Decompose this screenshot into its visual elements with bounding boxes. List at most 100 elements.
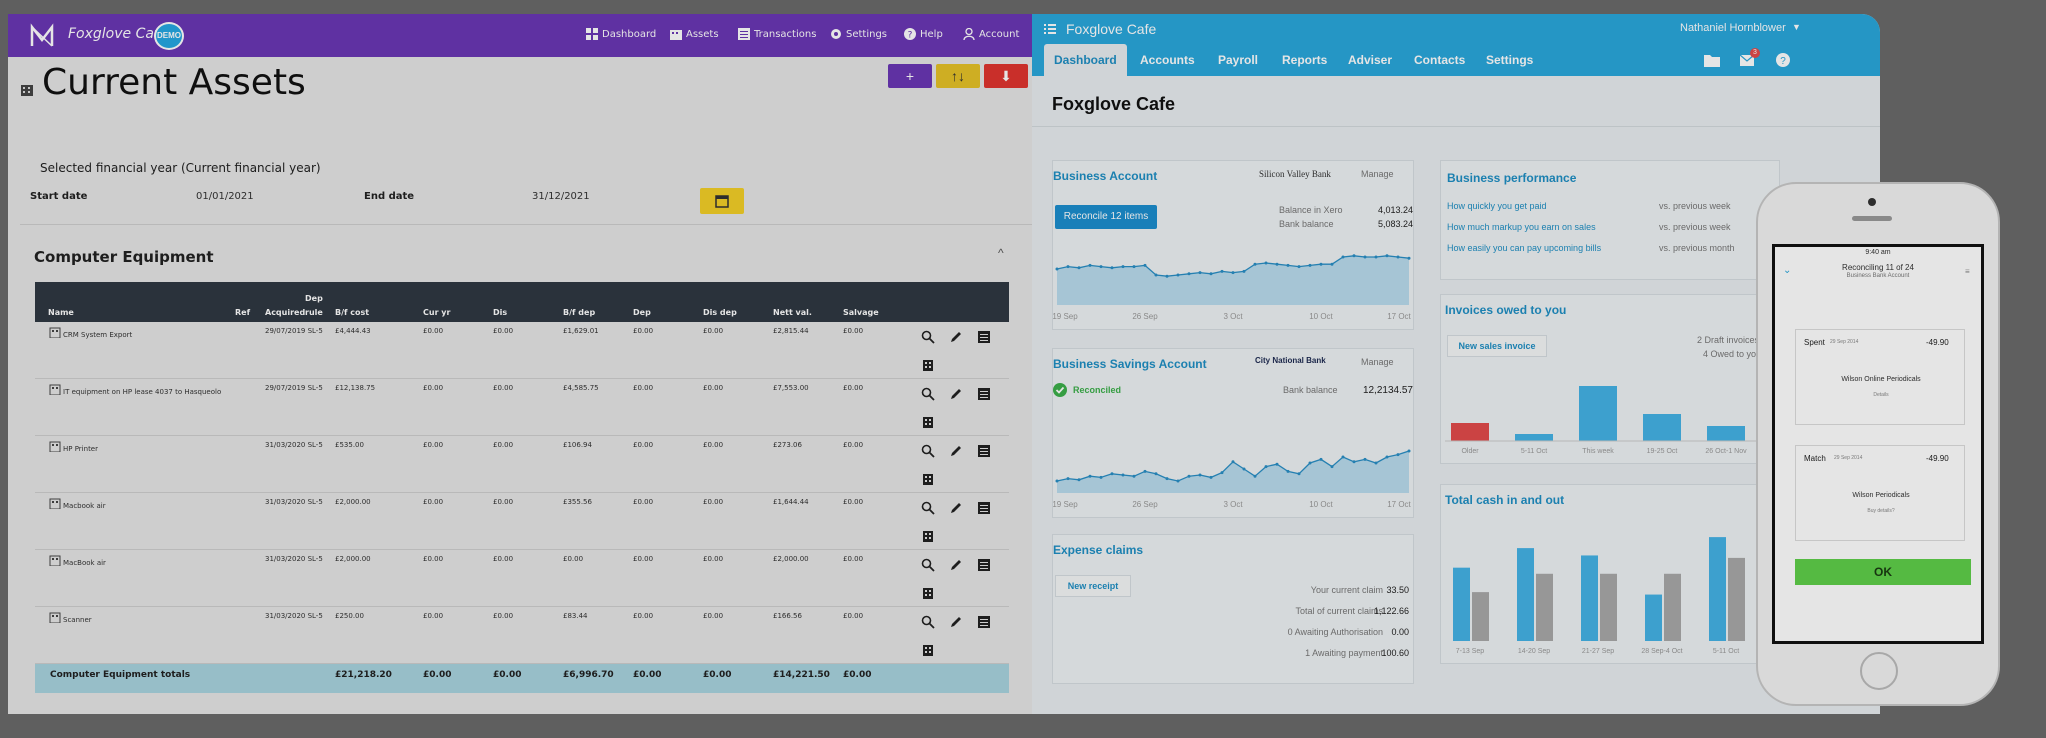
owed-invoices-link[interactable]: 4 Owed to you <box>1703 349 1762 359</box>
bank-account-title[interactable]: Business Account <box>1053 169 1158 183</box>
edit-icon[interactable] <box>949 444 963 458</box>
edit-icon[interactable] <box>949 501 963 515</box>
performance-question[interactable]: How quickly you get paid <box>1447 201 1547 211</box>
building-icon[interactable] <box>921 472 935 486</box>
tab-contacts[interactable]: Contacts <box>1414 53 1466 67</box>
spent-card[interactable]: Spent 29 Sep 2014 -49.90 Wilson Online P… <box>1795 329 1965 425</box>
menu-icon[interactable] <box>1044 23 1056 35</box>
edit-icon[interactable] <box>949 558 963 572</box>
invoice-bar[interactable] <box>1707 426 1745 441</box>
list-icon[interactable]: ≡ <box>1965 267 1970 276</box>
cash-in-bar[interactable] <box>1709 537 1726 641</box>
building-icon[interactable] <box>921 529 935 543</box>
download-button[interactable]: ⬇ <box>984 64 1028 88</box>
col-nett-val[interactable]: Nett val. <box>773 308 812 317</box>
notes-icon[interactable] <box>977 558 991 572</box>
tab-payroll[interactable]: Payroll <box>1218 53 1259 67</box>
zoom-icon[interactable] <box>921 558 935 572</box>
col-ref[interactable]: Ref <box>235 308 251 317</box>
col-bf-cost[interactable]: B/f cost <box>335 308 370 317</box>
spent-details[interactable]: Details <box>1873 392 1889 398</box>
chevron-down-icon[interactable]: ▼ <box>1792 22 1801 32</box>
cash-in-bar[interactable] <box>1453 567 1470 641</box>
home-button[interactable] <box>1860 652 1898 690</box>
draft-invoices-link[interactable]: 2 Draft invoices <box>1697 335 1760 345</box>
notes-icon[interactable] <box>977 330 991 344</box>
nav-settings[interactable]: Settings <box>830 28 887 40</box>
col-dep-rule[interactable]: Dep rule <box>305 294 323 317</box>
building-icon[interactable] <box>921 358 935 372</box>
tab-dashboard[interactable]: Dashboard <box>1044 44 1127 76</box>
nav-transactions[interactable]: Transactions <box>738 28 816 40</box>
cash-out-bar[interactable] <box>1664 573 1681 641</box>
folder-icon[interactable] <box>1704 53 1720 67</box>
col-acquired[interactable]: Acquired <box>265 308 306 317</box>
match-details[interactable]: Buy details? <box>1867 508 1895 514</box>
new-receipt-button[interactable]: New receipt <box>1055 575 1131 597</box>
zoom-icon[interactable] <box>921 615 935 629</box>
zoom-icon[interactable] <box>921 330 935 344</box>
cash-out-bar[interactable] <box>1600 573 1617 641</box>
chevron-down-icon[interactable]: ⌄ <box>1783 265 1792 276</box>
collapse-icon[interactable]: ^ <box>998 246 1004 260</box>
match-card[interactable]: Match 29 Sep 2014 -49.90 Wilson Periodic… <box>1795 445 1965 541</box>
col-dep[interactable]: Dep <box>633 308 651 317</box>
col-cur-yr[interactable]: Cur yr <box>423 308 451 317</box>
col-name[interactable]: Name <box>48 308 74 317</box>
notes-icon[interactable] <box>977 444 991 458</box>
col-bf-dep[interactable]: B/f dep <box>563 308 596 317</box>
invoice-bar[interactable] <box>1579 386 1617 441</box>
end-date-value[interactable]: 31/12/2021 <box>532 191 590 202</box>
edit-icon[interactable] <box>949 387 963 401</box>
invoices-title[interactable]: Invoices owed to you <box>1445 303 1567 317</box>
logo-icon[interactable] <box>28 22 56 50</box>
calendar-button[interactable] <box>700 188 744 214</box>
cash-in-bar[interactable] <box>1581 555 1598 641</box>
manage-link[interactable]: Manage <box>1361 169 1394 179</box>
zoom-icon[interactable] <box>921 501 935 515</box>
savings-account-title[interactable]: Business Savings Account <box>1053 357 1207 371</box>
add-asset-button[interactable]: + <box>888 64 932 88</box>
reconcile-button[interactable]: Reconcile 12 items <box>1055 205 1157 229</box>
asset-name[interactable]: HP Printer <box>63 445 98 453</box>
building-icon[interactable] <box>921 586 935 600</box>
notes-icon[interactable] <box>977 387 991 401</box>
expense-claims-title[interactable]: Expense claims <box>1053 543 1144 557</box>
notes-icon[interactable] <box>977 615 991 629</box>
help-icon[interactable]: ? <box>1776 53 1790 67</box>
edit-icon[interactable] <box>949 615 963 629</box>
cash-in-bar[interactable] <box>1645 594 1662 641</box>
building-icon[interactable] <box>921 643 935 657</box>
tab-reports[interactable]: Reports <box>1282 53 1328 67</box>
zoom-icon[interactable] <box>921 387 935 401</box>
zoom-icon[interactable] <box>921 444 935 458</box>
col-dis-dep[interactable]: Dis dep <box>703 308 737 317</box>
ok-button[interactable]: OK <box>1795 559 1971 585</box>
nav-assets[interactable]: Assets <box>670 28 719 40</box>
asset-name[interactable]: MacBook air <box>63 559 106 567</box>
cash-out-bar[interactable] <box>1472 592 1489 641</box>
asset-name[interactable]: Scanner <box>63 616 92 624</box>
start-date-value[interactable]: 01/01/2021 <box>196 191 254 202</box>
asset-name[interactable]: Macbook air <box>63 502 106 510</box>
invoice-bar[interactable] <box>1643 414 1681 441</box>
nav-help[interactable]: ? Help <box>904 28 943 40</box>
org-switcher[interactable]: Foxglove Cafe <box>1066 21 1157 37</box>
performance-question[interactable]: How easily you can pay upcoming bills <box>1447 243 1602 253</box>
invoice-bar[interactable] <box>1515 434 1553 441</box>
nav-account[interactable]: Account <box>963 28 1019 40</box>
col-dis[interactable]: Dis <box>493 308 508 317</box>
tab-adviser[interactable]: Adviser <box>1348 53 1393 67</box>
tab-settings[interactable]: Settings <box>1486 53 1534 67</box>
nav-dashboard[interactable]: Dashboard <box>586 28 656 40</box>
edit-icon[interactable] <box>949 330 963 344</box>
tab-accounts[interactable]: Accounts <box>1140 53 1195 67</box>
manage-link[interactable]: Manage <box>1361 357 1394 367</box>
cash-title[interactable]: Total cash in and out <box>1445 493 1565 507</box>
col-salvage[interactable]: Salvage <box>843 308 879 317</box>
notes-icon[interactable] <box>977 501 991 515</box>
asset-name[interactable]: IT equipment on HP lease 4037 to Hasqueo… <box>63 388 222 396</box>
invoice-bar[interactable] <box>1451 423 1489 441</box>
building-icon[interactable] <box>921 415 935 429</box>
cash-out-bar[interactable] <box>1728 557 1745 641</box>
